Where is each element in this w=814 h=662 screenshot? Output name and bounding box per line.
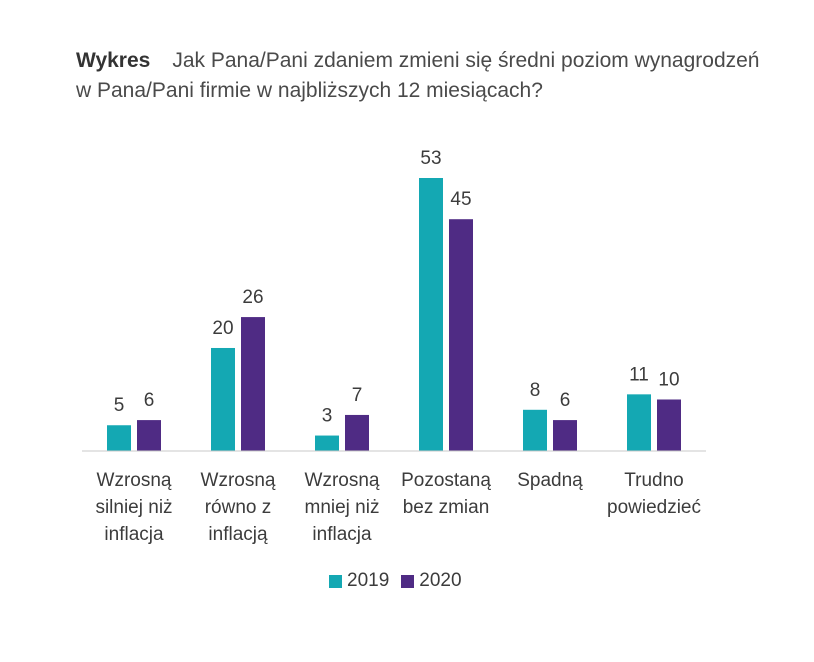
category-label-3-line-1: Wzrosną bbox=[305, 470, 380, 491]
bar-2019-3 bbox=[315, 435, 339, 451]
bar-2020-2 bbox=[241, 317, 265, 451]
data-label-2020-1: 6 bbox=[144, 390, 155, 411]
legend-item-2019: 2019 bbox=[329, 570, 389, 592]
bar-2020-4 bbox=[449, 219, 473, 451]
data-label-2019-5: 8 bbox=[530, 380, 541, 401]
bar-2019-5 bbox=[523, 409, 547, 451]
category-label-4-line-2: bez zmian bbox=[403, 497, 490, 518]
legend-label-2020: 2020 bbox=[419, 570, 462, 591]
data-label-2019-3: 3 bbox=[322, 406, 333, 427]
category-label-2-line-1: Wzrosną bbox=[201, 470, 276, 491]
legend-label-2019: 2019 bbox=[347, 570, 390, 591]
data-label-2019-6: 11 bbox=[629, 364, 649, 385]
bar-2020-6 bbox=[657, 399, 681, 451]
data-label-2019-1: 5 bbox=[114, 395, 125, 416]
category-label-1-line-1: Wzrosną bbox=[97, 470, 172, 491]
category-label-6-line-2: powiedzieć bbox=[607, 497, 701, 518]
bar-2020-5 bbox=[553, 420, 577, 451]
data-label-2020-5: 6 bbox=[560, 390, 571, 411]
category-label-4-line-1: Pozostaną bbox=[401, 470, 491, 491]
category-label-6-line-1: Trudno bbox=[624, 470, 684, 491]
category-label-3-line-2: mniej niż bbox=[305, 497, 380, 518]
data-label-2019-4: 53 bbox=[420, 148, 441, 169]
legend-swatch-2020 bbox=[401, 574, 415, 588]
bar-2019-1 bbox=[107, 425, 131, 451]
chart-title-label: Wykres bbox=[76, 49, 151, 72]
data-label-2019-2: 20 bbox=[212, 318, 233, 339]
category-label-5-line-1: Spadną bbox=[517, 470, 583, 491]
bar-2020-1 bbox=[137, 420, 161, 451]
bar-2019-4 bbox=[419, 178, 443, 451]
data-label-2020-2: 26 bbox=[242, 287, 263, 308]
category-label-1-line-2: silniej niż bbox=[95, 497, 172, 518]
data-label-2020-4: 45 bbox=[450, 189, 471, 210]
data-label-2020-6: 10 bbox=[658, 369, 679, 390]
bar-2019-2 bbox=[211, 347, 235, 451]
bar-2020-3 bbox=[345, 414, 369, 451]
legend-swatch-2019 bbox=[329, 574, 342, 588]
bar-2019-6 bbox=[627, 394, 651, 451]
category-label-1-line-3: inflacja bbox=[104, 524, 164, 545]
chart-title-text: Jak Pana/Pani zdaniem zmieni się średni … bbox=[76, 49, 760, 102]
legend: 2019 2020 bbox=[329, 570, 474, 592]
category-label-3-line-3: inflacja bbox=[312, 524, 372, 545]
legend-item-2020: 2020 bbox=[401, 570, 462, 592]
category-label-2-line-3: inflacją bbox=[208, 524, 268, 545]
chart-title: Wykres Jak Pana/Pani zdaniem zmieni się ś… bbox=[76, 46, 776, 106]
data-label-2020-3: 7 bbox=[352, 385, 363, 406]
category-label-2-line-2: równo z bbox=[205, 497, 272, 518]
